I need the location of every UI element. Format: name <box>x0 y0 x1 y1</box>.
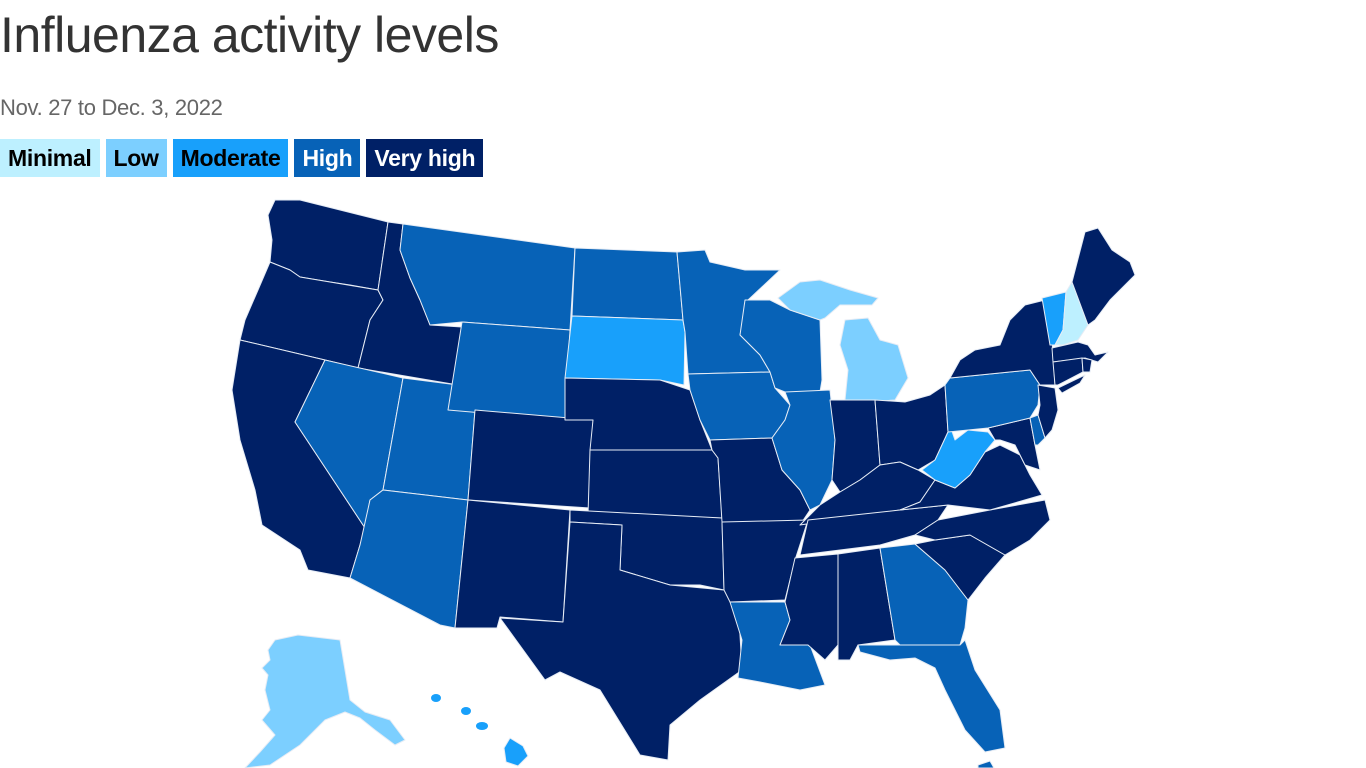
state-HI[interactable] <box>503 737 529 767</box>
state-AZ[interactable] <box>349 489 469 629</box>
legend-item-high: High <box>294 139 361 177</box>
state-MI[interactable] <box>839 317 909 403</box>
state-AK[interactable] <box>244 634 406 768</box>
legend-item-moderate: Moderate <box>172 139 289 177</box>
territory-PR[interactable] <box>977 760 995 768</box>
state-MI-UP[interactable] <box>777 279 879 321</box>
legend: Minimal Low Moderate High Very high <box>0 139 484 177</box>
state-RI[interactable] <box>1081 357 1093 373</box>
date-range-subtitle: Nov. 27 to Dec. 3, 2022 <box>0 95 223 120</box>
state-HI-oahu[interactable] <box>461 707 471 715</box>
state-FL[interactable] <box>857 639 1006 753</box>
page-title: Influenza activity levels <box>0 7 499 63</box>
state-ME[interactable] <box>1071 227 1136 326</box>
state-NM[interactable] <box>454 499 571 629</box>
state-HI-kauai[interactable] <box>431 694 441 702</box>
state-TX[interactable] <box>499 521 743 761</box>
legend-item-minimal: Minimal <box>0 139 100 177</box>
state-KS[interactable] <box>587 449 723 519</box>
legend-item-low: Low <box>105 139 167 177</box>
state-HI-maui[interactable] <box>476 722 488 730</box>
legend-item-very-high: Very high <box>366 139 484 177</box>
state-NY[interactable] <box>949 299 1056 386</box>
state-DE[interactable] <box>1029 414 1046 446</box>
state-SD[interactable] <box>564 315 686 386</box>
state-NC[interactable] <box>914 499 1051 556</box>
state-MT[interactable] <box>399 223 576 331</box>
state-CT[interactable] <box>1052 357 1084 386</box>
state-NJ[interactable] <box>1037 384 1059 439</box>
state-WY[interactable] <box>447 321 571 421</box>
state-CO[interactable] <box>467 409 594 509</box>
state-ND[interactable] <box>571 247 684 321</box>
state-NY-LI[interactable] <box>1057 374 1086 394</box>
